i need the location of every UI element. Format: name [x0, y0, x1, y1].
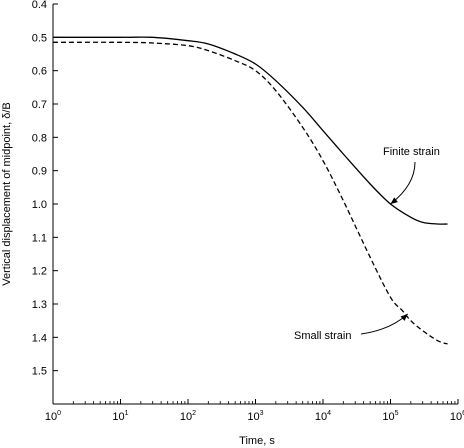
annotation-label: Small strain — [294, 330, 351, 342]
small-strain-curve — [52, 41, 448, 345]
x-tick-label: 101 — [112, 410, 128, 423]
y-tick-label: 0.5 — [32, 32, 47, 44]
x-tick-label: 106 — [450, 410, 464, 423]
finite-strain-curve — [53, 36, 448, 225]
x-tick-label: 102 — [180, 410, 196, 423]
x-tick-label: 103 — [247, 410, 263, 423]
y-tick-label: 0.9 — [32, 166, 47, 178]
x-tick-label: 105 — [382, 410, 398, 423]
y-axis-title: Vertical displacement of midpoint, δ/B — [1, 102, 13, 285]
y-axis-ticks: 0.4 0.5 0.6 0.7 0.8 0.9 1.0 1.1 1.2 1.3 1.4 1.5 — [32, 0, 58, 378]
y-tick-label: 0.7 — [32, 99, 47, 111]
series-lines — [52, 36, 448, 345]
annotation-arrowhead — [390, 197, 398, 204]
annotation-arrowhead — [400, 314, 408, 321]
annotations: Finite strain Small strain — [294, 146, 440, 342]
y-tick-label: 1.3 — [32, 299, 47, 311]
x-tick-label: 104 — [315, 410, 331, 423]
y-tick-label: 0.8 — [32, 132, 47, 144]
x-axis-title: Time, s — [239, 435, 275, 447]
annotation-label: Finite strain — [383, 146, 440, 158]
x-axis-ticks: 100 101 102 103 104 105 106 — [45, 399, 464, 423]
y-tick-label: 1.0 — [32, 199, 47, 211]
y-tick-label: 0.6 — [32, 66, 47, 78]
y-tick-label: 1.1 — [32, 232, 47, 244]
y-tick-label: 0.4 — [32, 0, 47, 11]
y-tick-label: 1.2 — [32, 266, 47, 278]
y-tick-label: 1.4 — [32, 332, 47, 344]
y-tick-label: 1.5 — [32, 366, 47, 378]
x-tick-label: 100 — [45, 410, 61, 423]
